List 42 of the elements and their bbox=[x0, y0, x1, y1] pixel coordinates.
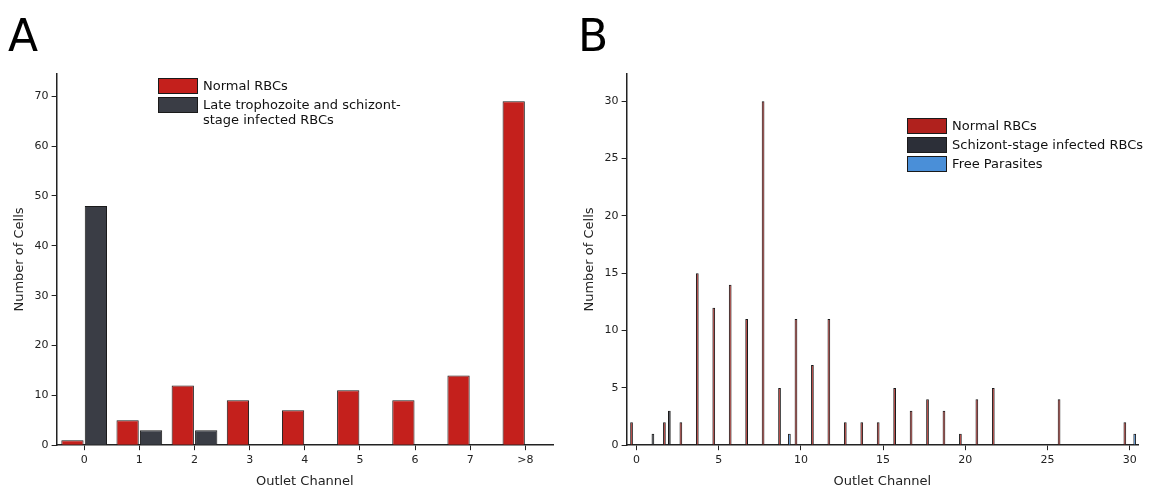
y-tick-label: 5 bbox=[611, 380, 619, 394]
y-tick-label: 10 bbox=[604, 323, 619, 337]
x-tick-label: 4 bbox=[301, 452, 309, 466]
x-tick-label: 5 bbox=[715, 452, 723, 466]
x-tick-label: 7 bbox=[466, 452, 474, 466]
y-tick-label: 50 bbox=[34, 188, 49, 202]
legend-label: Normal RBCs bbox=[203, 78, 288, 93]
y-tick-label: 0 bbox=[611, 438, 619, 452]
y-tick-label: 30 bbox=[604, 94, 619, 108]
y-tick-label: 20 bbox=[604, 208, 619, 222]
y-tick-label: 0 bbox=[41, 438, 49, 452]
legend-label: Normal RBCs bbox=[952, 118, 1037, 133]
y-tick-label: 70 bbox=[34, 89, 49, 103]
legend-label: Schizont-stage infected RBCs bbox=[952, 137, 1143, 152]
x-tick-label: 3 bbox=[246, 452, 254, 466]
x-tick-label: 1 bbox=[135, 452, 143, 466]
chart-title: B bbox=[578, 9, 609, 61]
y-tick-label: 40 bbox=[34, 238, 49, 252]
y-tick-label: 10 bbox=[34, 388, 49, 402]
chart-title: A bbox=[8, 9, 39, 61]
legend-label: Free Parasites bbox=[952, 156, 1043, 171]
x-tick-label: >8 bbox=[517, 452, 534, 466]
y-tick-label: 30 bbox=[34, 288, 49, 302]
x-axis-title: Outlet Channel bbox=[255, 472, 354, 488]
x-tick-label: 5 bbox=[356, 452, 364, 466]
y-tick-label: 60 bbox=[34, 138, 49, 152]
y-tick-label: 20 bbox=[34, 338, 49, 352]
x-tick-label: 25 bbox=[1040, 452, 1055, 466]
x-tick-label: 10 bbox=[793, 452, 808, 466]
x-axis-title: Outlet Channel bbox=[833, 472, 932, 488]
y-axis-title: Number of Cells bbox=[11, 207, 27, 312]
x-tick-label: 6 bbox=[411, 452, 419, 466]
y-axis-title: Number of Cells bbox=[581, 207, 597, 312]
x-tick-label: 15 bbox=[876, 452, 891, 466]
legend-label: Late trophozoite and schizont-stage infected RBCs bbox=[203, 97, 402, 127]
x-tick-label: 30 bbox=[1122, 452, 1137, 466]
x-tick-label: 0 bbox=[80, 452, 88, 466]
x-tick-label: 2 bbox=[190, 452, 198, 466]
x-tick-label: 0 bbox=[632, 452, 640, 466]
y-tick-label: 15 bbox=[604, 266, 619, 280]
x-tick-label: 20 bbox=[958, 452, 973, 466]
y-tick-label: 25 bbox=[604, 151, 619, 165]
